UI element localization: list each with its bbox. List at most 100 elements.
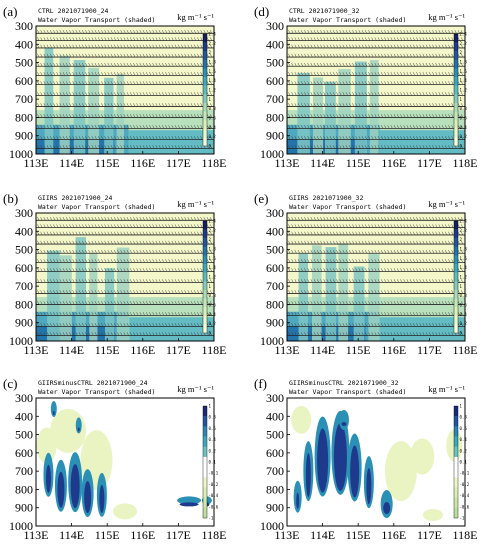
chart-2-wind-barb — [101, 224, 104, 228]
chart-0-wind-barb — [43, 72, 46, 76]
chart-2-wind-barb — [62, 312, 65, 316]
chart-2-wind-barb — [104, 312, 107, 316]
chart-0-wind-barb — [85, 62, 88, 67]
chart-3-wind-barb — [406, 268, 409, 272]
chart-1-wind-barb — [432, 37, 435, 41]
chart-2-wind-barb — [155, 332, 158, 336]
chart-3-wind-barb — [300, 249, 304, 254]
chart-1-wind-barb — [352, 62, 355, 67]
chart-1-wind-barb — [460, 125, 464, 129]
chart-1-wind-barb — [288, 37, 291, 41]
chart-3-wind-barb — [412, 240, 416, 245]
chart-0-wind-barb — [142, 81, 145, 85]
chart-0-wind-barb — [88, 62, 91, 67]
chart-2-wind-barb — [94, 323, 97, 327]
chart-1-wind-barb — [396, 62, 400, 67]
chart-2-wind-barb — [49, 332, 53, 336]
chart-2-wind-barb — [56, 224, 59, 228]
chart-0-wind-barb — [203, 30, 206, 34]
chart-2-wind-barb — [56, 249, 59, 254]
chart-1-wind-barb — [400, 62, 403, 67]
chart-0-wind-barb — [53, 62, 56, 67]
chart-1-wind-barb — [345, 37, 348, 41]
chart-2-wind-barb — [161, 249, 165, 254]
chart-2-wind-barb — [184, 290, 187, 294]
chart-5-colorbar-swatch — [454, 497, 458, 509]
chart-4-positive-anomaly-core — [70, 464, 80, 509]
chart-1-wind-barb — [361, 145, 364, 149]
chart-2-wind-barb — [168, 268, 171, 272]
chart-0-wind-barb — [168, 62, 171, 67]
chart-1-wind-barb — [377, 114, 380, 118]
chart-2-wind-barb — [56, 259, 59, 263]
chart-0-wind-barb — [69, 136, 72, 140]
chart-2-wind-barb — [75, 290, 78, 294]
chart-3-wind-barb — [345, 323, 348, 327]
chart-2-wind-barb — [53, 323, 56, 327]
chart-3-wind-barb — [390, 312, 393, 316]
chart-0-wind-barb — [43, 62, 46, 67]
chart-1-wind-barb — [297, 44, 300, 49]
chart-3-wind-barb — [368, 249, 371, 254]
chart-1-wind-barb — [361, 81, 364, 85]
chart-1-wind-barb — [294, 145, 297, 149]
chart-2-wind-barb — [197, 249, 200, 254]
chart-3-wind-barb — [435, 323, 438, 327]
chart-3-wind-barb — [409, 217, 412, 221]
chart-2-wind-barb — [174, 268, 177, 272]
chart-2-wind-barb — [69, 332, 72, 336]
chart-1-wind-barb — [336, 30, 339, 34]
chart-1-wind-barb — [304, 145, 307, 149]
chart-2-wind-barb — [113, 231, 117, 236]
chart-0-wind-barb — [43, 81, 46, 85]
chart-3-wind-barb — [412, 332, 416, 336]
chart-3-wind-barb — [435, 290, 438, 294]
chart-1-wind-barb — [432, 103, 435, 107]
chart-3-wind-barb — [390, 332, 393, 336]
chart-2-wind-barb — [206, 217, 209, 221]
chart-3-wind-barb — [396, 312, 400, 316]
chart-1-wind-barb — [313, 62, 316, 67]
chart-1-wind-barb — [345, 114, 348, 118]
chart-1-wind-barb — [294, 136, 297, 140]
chart-3-wind-barb — [307, 240, 310, 245]
chart-3-wind-barb — [435, 268, 438, 272]
chart-0-wind-barb — [197, 92, 200, 96]
chart-0-wind-barb — [129, 44, 133, 49]
chart-3-wind-barb — [396, 231, 400, 236]
chart-1-wind-barb — [422, 145, 425, 149]
chart-1-wind-barb — [387, 145, 390, 149]
chart-1-wind-barb — [288, 72, 291, 76]
chart-2-wind-barb — [91, 323, 94, 327]
chart-2-wind-barb — [43, 224, 46, 228]
chart-1-wind-barb — [336, 53, 339, 58]
chart-0-wind-barb — [117, 103, 120, 107]
chart-0-wind-barb — [161, 81, 165, 85]
chart-1-wind-barb — [352, 30, 355, 34]
chart-1-wind-barb — [300, 103, 304, 107]
chart-4-colorbar-swatch — [203, 436, 207, 447]
chart-3-wind-barb — [451, 240, 454, 245]
chart-2-wind-barb — [142, 217, 145, 221]
chart-2-wind-barb — [171, 290, 174, 294]
chart-2-wind-barb — [101, 240, 104, 245]
chart-0-wind-barb — [88, 92, 91, 96]
chart-2-wind-barb — [46, 312, 49, 316]
chart-2-wind-barb — [113, 249, 117, 254]
chart-2-wind-barb — [107, 290, 110, 294]
chart-1-wind-barb — [358, 53, 361, 58]
chart-3-wind-barb — [368, 217, 371, 221]
chart-2-wind-barb — [72, 279, 75, 283]
chart-0-wind-barb — [104, 62, 107, 67]
chart-0-wind-barb — [181, 44, 184, 49]
chart-1-wind-barb — [348, 125, 352, 129]
chart-0-wind-barb — [69, 37, 72, 41]
chart-3-wind-barb — [339, 259, 342, 263]
chart-0-wind-barb — [101, 103, 104, 107]
chart-1-wind-barb — [307, 37, 310, 41]
chart-0-wind-barb — [171, 37, 174, 41]
chart-2-colorbar-swatch — [203, 307, 207, 316]
chart-3-wind-barb — [422, 249, 425, 254]
chart-1-wind-barb — [444, 53, 448, 58]
chart-3-wind-barb — [352, 268, 355, 272]
